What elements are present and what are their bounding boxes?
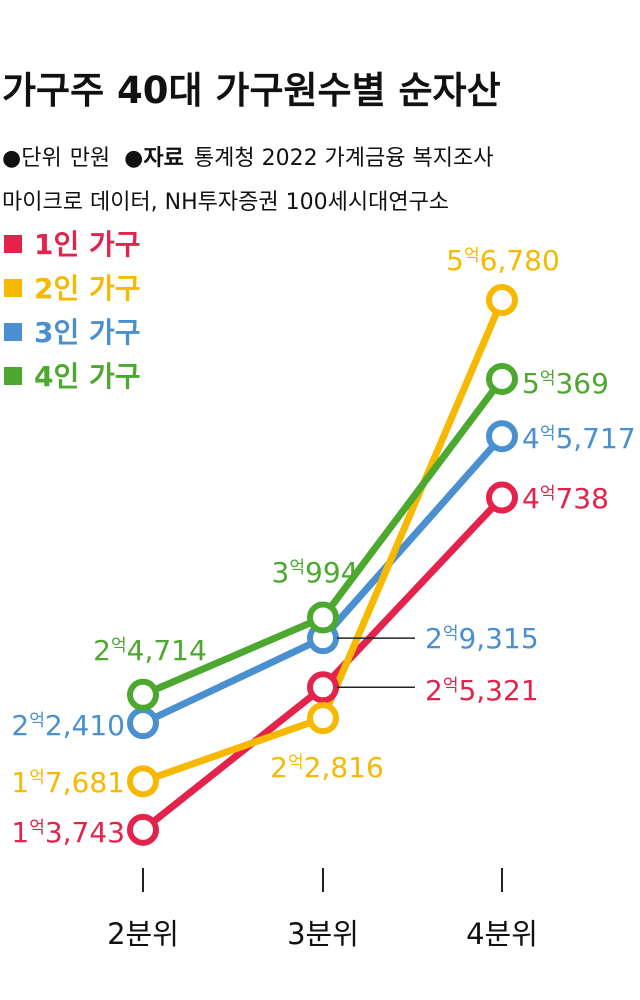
data-point — [486, 362, 518, 395]
legend-swatch — [4, 279, 22, 297]
data-labels: 1억3,743 2억5,321 4억738 1억7,681 2억2,816 5억6,780… — [11, 244, 635, 849]
source-label: 자료 — [143, 146, 183, 171]
data-point — [486, 284, 518, 317]
legend-label: 3인 가구 — [34, 316, 141, 349]
bullet-icon: ● — [124, 146, 143, 171]
unit-value: 만원 — [70, 146, 110, 171]
data-point — [307, 671, 339, 704]
legend-swatch — [4, 323, 22, 341]
data-point — [307, 601, 339, 634]
x-tick-label: 3분위 — [287, 917, 359, 951]
x-axis: 2분위 3분위 4분위 — [107, 868, 538, 951]
x-tick-label: 2분위 — [107, 917, 179, 951]
data-point — [486, 420, 518, 453]
data-label: 4억5,717 — [522, 422, 636, 455]
legend-swatch — [4, 367, 22, 385]
x-tick-label: 4분위 — [466, 917, 538, 951]
data-label: 5억6,780 — [446, 244, 560, 277]
data-label: 3억994 — [272, 556, 359, 589]
data-label: 5억369 — [522, 367, 609, 400]
data-point — [127, 707, 159, 740]
data-point — [127, 765, 159, 798]
data-point — [127, 813, 159, 846]
legend-label: 4인 가구 — [34, 360, 141, 393]
data-label: 2억5,321 — [425, 674, 539, 707]
chart-title: 가구주 40대 가구원수별 순자산 — [2, 69, 501, 112]
source-value: 통계청 2022 가계금융 복지조사 — [194, 146, 494, 171]
data-point — [486, 481, 518, 514]
legend-swatch — [4, 235, 22, 253]
data-label: 2억2,816 — [270, 751, 384, 784]
data-label: 4억738 — [522, 482, 609, 515]
series-lines — [127, 284, 518, 846]
data-label: 2억2,410 — [11, 709, 125, 742]
data-label: 1억7,681 — [11, 766, 125, 799]
data-point — [127, 678, 159, 711]
source-line-1: ●단위 만원 ●자료 통계청 2022 가계금융 복지조사 — [2, 146, 493, 171]
data-label: 2억9,315 — [425, 622, 539, 655]
data-label: 1억3,743 — [11, 816, 125, 849]
source-line-2: 마이크로 데이터, NH투자증권 100세시대연구소 — [2, 190, 449, 215]
legend-label: 2인 가구 — [34, 272, 141, 305]
data-point — [307, 702, 339, 735]
unit-label: 단위 — [21, 146, 61, 171]
legend: 1인 가구 2인 가구 3인 가구 4인 가구 — [4, 228, 141, 393]
bullet-icon: ● — [2, 146, 21, 171]
data-label: 2억4,714 — [93, 634, 207, 667]
legend-label: 1인 가구 — [34, 228, 141, 261]
